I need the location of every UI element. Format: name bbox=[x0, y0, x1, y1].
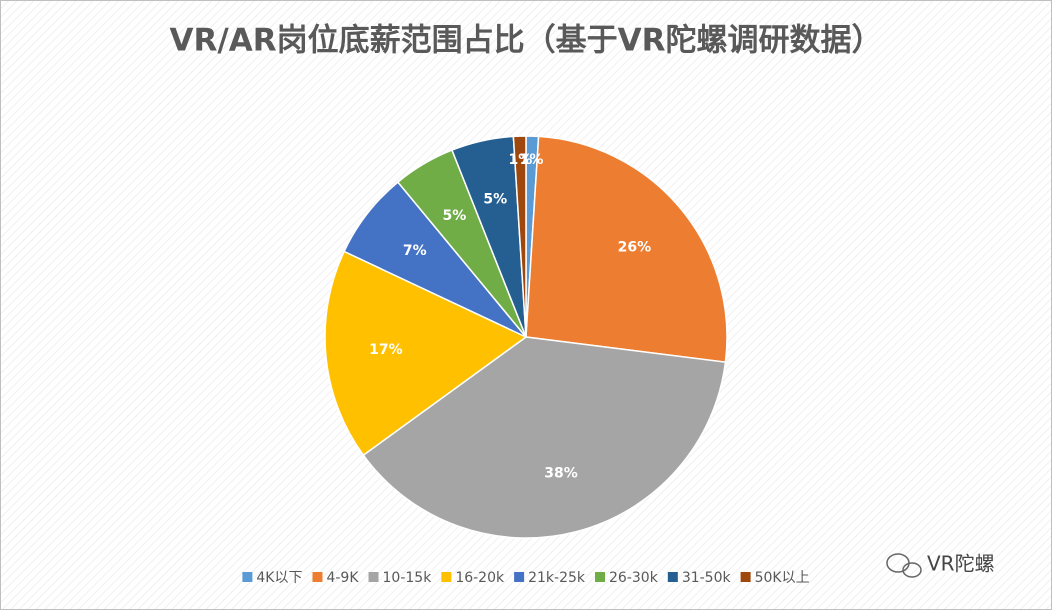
legend-swatch bbox=[242, 572, 253, 582]
data-label: 7% bbox=[403, 243, 427, 259]
legend-label: 31-50k bbox=[682, 570, 732, 586]
data-label: 1% bbox=[509, 152, 533, 168]
legend-label: 4-9K bbox=[326, 570, 359, 586]
pie-slice bbox=[324, 250, 528, 457]
legend-label: 26-30k bbox=[609, 570, 659, 586]
data-label: 5% bbox=[483, 192, 507, 208]
pie-slice bbox=[525, 135, 728, 364]
data-label: 26% bbox=[618, 239, 652, 255]
legend-swatch bbox=[740, 572, 751, 582]
legend-label: 10-15k bbox=[383, 570, 433, 586]
watermark: VR陀螺 bbox=[886, 552, 995, 578]
pie-slice bbox=[362, 336, 727, 539]
legend-swatch bbox=[595, 572, 606, 582]
watermark-text: VR陀螺 bbox=[927, 552, 995, 576]
watermark-icon bbox=[902, 562, 922, 578]
legend-label: 16-20k bbox=[455, 570, 505, 586]
legend-label: 4K以下 bbox=[256, 570, 302, 586]
pie-slice bbox=[512, 135, 527, 338]
legend-swatch bbox=[312, 572, 323, 582]
chart-title: VR/AR岗位底薪范围占比（基于VR陀螺调研数据） bbox=[170, 23, 883, 59]
data-label: 5% bbox=[442, 208, 466, 224]
data-label: 1% bbox=[520, 152, 544, 168]
data-label: 17% bbox=[369, 342, 403, 358]
legend-swatch bbox=[667, 572, 678, 582]
legend-label: 21k-25k bbox=[528, 570, 586, 586]
legend-swatch bbox=[514, 572, 525, 582]
legend-swatch bbox=[368, 572, 379, 582]
legend: 4K以下 4-9K 10-15k 16-20k 21k-25k 26-30k 31-50k 5… bbox=[242, 570, 810, 586]
legend-label: 50K以上 bbox=[755, 570, 810, 586]
legend-swatch bbox=[441, 572, 452, 582]
data-label: 38% bbox=[544, 465, 578, 481]
